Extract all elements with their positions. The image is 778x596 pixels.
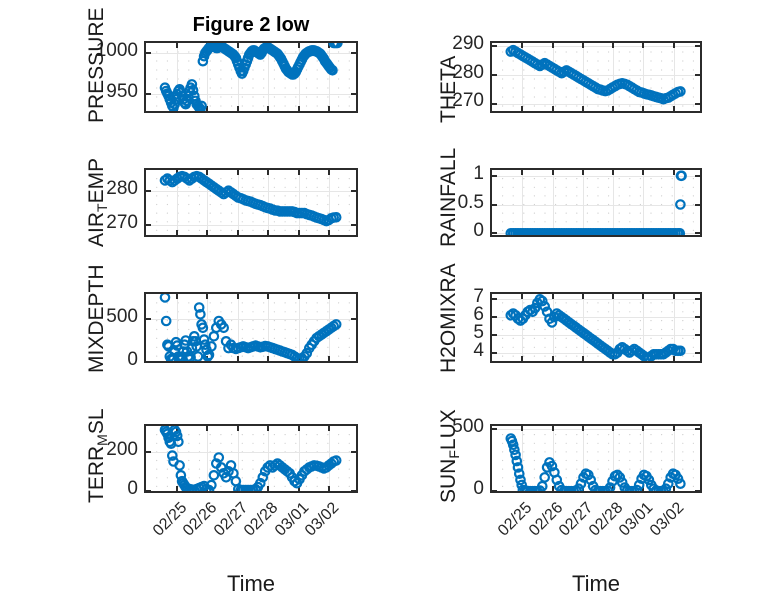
y-tick-label: 290: [452, 32, 484, 54]
y-tick-label: 270: [106, 212, 138, 234]
data-series-mixdepth: [159, 294, 342, 361]
y-tick-label: 280: [452, 61, 484, 83]
y-axis-label-pressure: PRESSURE: [85, 7, 108, 123]
x-axis-label-sun_flux: Time: [571, 571, 621, 596]
plot-axes-h2o_mixra: [490, 292, 702, 363]
data-series-pressure: [159, 43, 343, 111]
y-tick-label: 0: [473, 220, 484, 242]
data-series-air_temp: [159, 170, 342, 227]
y-axis-label-h2o_mixra: H2OMIXRA: [437, 263, 460, 373]
y-tick-label: 6: [473, 304, 484, 326]
data-series-theta: [505, 44, 686, 105]
figure-canvas: 950 1000 PRESSURE Figure 2 low 270 280 290 THET…: [85, 7, 702, 595]
data-series-h2o_mixra: [505, 294, 686, 361]
x-axis-label-terr_msl: Time: [226, 571, 276, 596]
figure-title: Figure 2 low: [192, 14, 310, 36]
y-tick-label: 0.5: [457, 191, 484, 213]
y-tick-label: 200: [106, 438, 138, 460]
y-axis-label-sun_flux: SUNFLUX: [437, 409, 462, 503]
y-axis-label-mixdepth: MIXDEPTH: [85, 264, 108, 373]
y-tick-label: 1000: [95, 39, 138, 61]
major-grid: [492, 426, 700, 491]
plot-axes-air_temp: [144, 168, 358, 237]
data-series-terr_msl: [159, 426, 342, 491]
data-series-sun_flux: [505, 433, 686, 491]
y-axis-label-terr_msl: TERRMSL: [85, 408, 110, 503]
y-tick-label: 1: [473, 162, 484, 184]
plot-axes-terr_msl: [144, 424, 358, 493]
plot-axes-sun_flux: [490, 424, 702, 493]
data-series-rainfall: [505, 170, 687, 235]
y-tick-label: 0: [473, 478, 484, 500]
y-tick-label: 500: [106, 306, 138, 328]
y-tick-label: 270: [452, 90, 484, 112]
y-axis-label-rainfall: RAINFALL: [437, 147, 460, 247]
y-tick-label: 280: [106, 177, 138, 199]
plot-axes-rainfall: [490, 168, 702, 237]
plot-axes-theta: [490, 41, 702, 113]
y-axis-label-theta: THETA: [437, 55, 460, 123]
y-tick-label: 950: [106, 81, 138, 103]
plot-axes-pressure: [144, 41, 358, 113]
y-tick-label: 0: [127, 348, 138, 370]
y-axis-label-air_temp: AIRTEMP: [85, 157, 110, 247]
plot-axes-mixdepth: [144, 292, 358, 363]
y-tick-label: 500: [452, 415, 484, 437]
y-tick-label: 4: [473, 339, 484, 361]
y-tick-label: 5: [473, 321, 484, 343]
y-tick-label: 0: [127, 478, 138, 500]
y-tick-label: 7: [473, 286, 484, 308]
